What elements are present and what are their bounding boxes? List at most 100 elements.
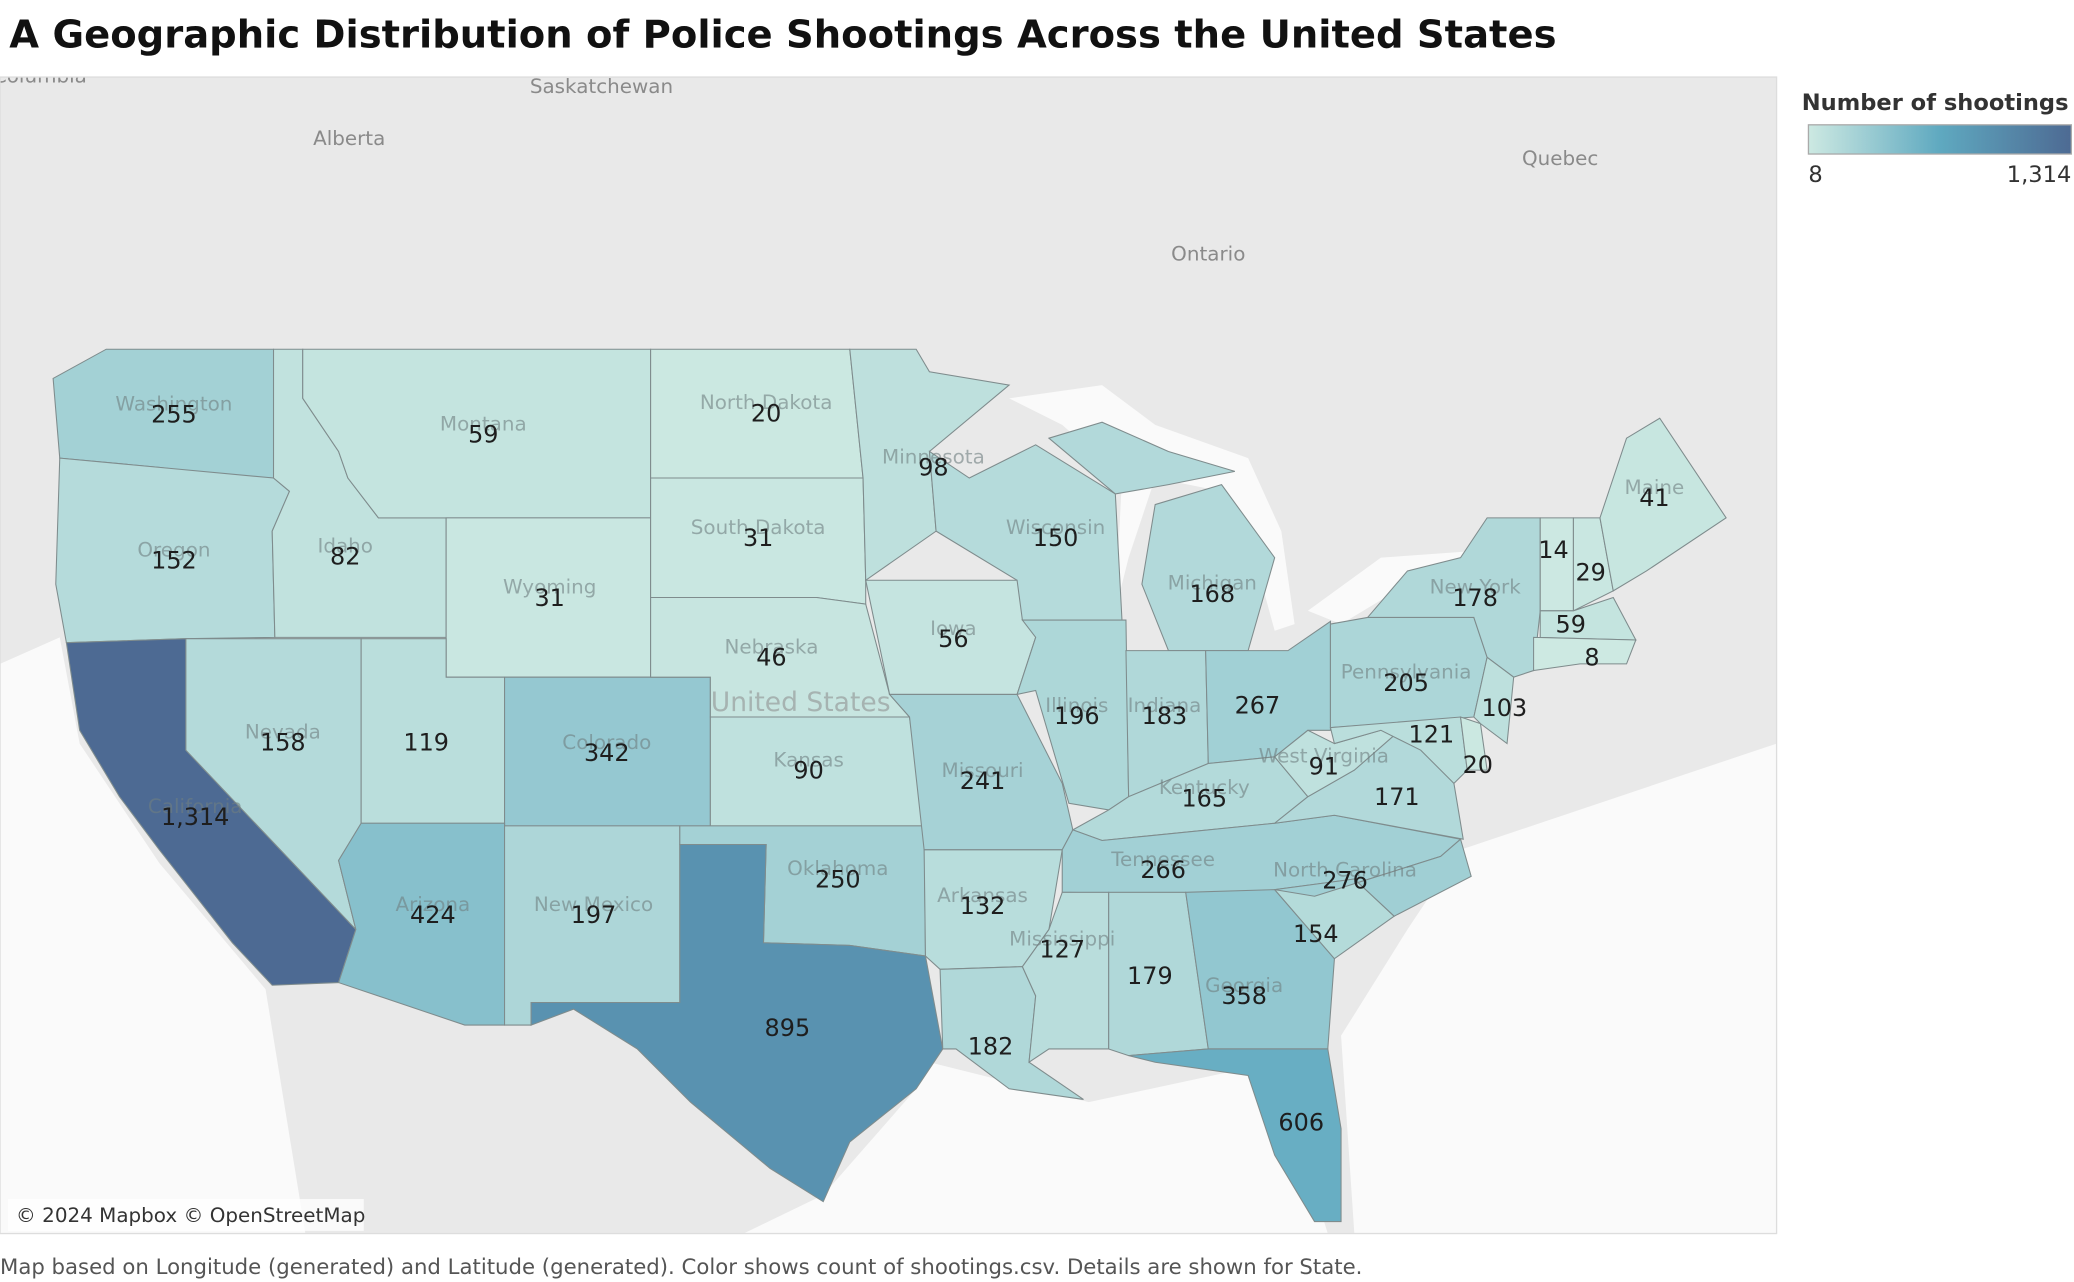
state-value: 56 [938,625,968,653]
state-value: 606 [1278,1108,1324,1136]
state [1128,1048,1342,1223]
caption: Map based on Longitude (generated) and L… [0,1255,1362,1280]
state-value: 31 [743,524,773,552]
state-name: West Virginia [1259,744,1389,767]
state-name: Arkansas [937,884,1028,907]
state-name: Nevada [245,720,321,743]
state-value: 179 [1127,962,1173,990]
state-name: Colorado [562,731,651,754]
place-label: United States [711,687,891,718]
place-label: Alberta [313,127,385,150]
state-value: 8 [1584,644,1599,672]
state [1539,596,1637,641]
state-value: 152 [151,547,197,575]
state-value: 90 [793,756,823,784]
place-label: Saskatchewan [530,75,673,98]
state-name: New Mexico [534,893,653,916]
state-value: 121 [1409,721,1455,749]
state-value: 250 [815,865,861,893]
state-name: Georgia [1205,974,1283,997]
place-label: Ontario [1171,242,1245,265]
state-value: 103 [1482,694,1528,722]
state-name: North Carolina [1273,859,1417,882]
state-name: Wyoming [503,576,596,599]
state-value: 132 [960,892,1006,920]
state-name: Kansas [773,748,843,771]
state-name: Idaho [317,535,373,558]
state-value: 267 [1235,691,1281,719]
state-value: 20 [1463,751,1493,779]
place-label: Columbia [0,65,87,88]
state [1473,656,1515,745]
state-name: Montana [440,412,527,435]
legend-max: 1,314 [2007,162,2072,188]
state-value: 14 [1538,536,1568,564]
state-value: 178 [1452,584,1498,612]
legend-gradient [1807,124,2073,155]
state-value: 20 [751,399,781,427]
state-value: 82 [330,543,360,571]
state-name: Mississippi [1009,928,1115,951]
state-value: 358 [1221,982,1267,1010]
state [1329,716,1468,785]
state [1185,889,1335,1050]
state-name: Wisconsin [1006,516,1105,539]
state-name: Illinois [1045,694,1108,717]
state-value: 46 [756,644,786,672]
state-name: Maine [1625,476,1685,499]
state-name: Arizona [395,893,470,916]
ocean [0,637,306,1234]
state-value: 150 [1033,524,1079,552]
state-value: 196 [1054,702,1100,730]
state-value: 31 [534,584,564,612]
legend-title: Number of shootings [1802,90,2069,116]
state-name: Missouri [942,759,1024,782]
state-name: California [148,795,243,818]
state [1599,417,1727,592]
state-name: North Dakota [700,391,833,414]
state [1539,517,1574,612]
state-value: 205 [1383,669,1429,697]
state-name: Nebraska [724,635,818,658]
state-name: South Dakota [691,516,826,539]
state-name: Iowa [930,617,977,640]
state-value: 165 [1181,784,1227,812]
state-value: 119 [403,729,449,757]
state-value: 41 [1639,484,1669,512]
state-value: 424 [410,901,456,929]
state-value: 342 [584,739,630,767]
state-name: Minnesota [882,446,985,469]
state-value: 154 [1293,920,1339,948]
state [1021,891,1110,1064]
place-label: Quebec [1522,147,1598,170]
state-value: 266 [1140,856,1186,884]
state-name: Pennsylvania [1341,661,1472,684]
state-value: 182 [968,1033,1014,1061]
state-value: 255 [151,401,197,429]
state-value: 91 [1309,752,1339,780]
state-name: Oklahoma [787,857,888,880]
state [1459,716,1488,771]
title: A Geographic Distribution of Police Shoo… [9,13,1556,58]
attribution[interactable]: © 2024 Mapbox © OpenStreetMap [16,1204,365,1227]
state-value: 127 [1039,936,1085,964]
state-value: 168 [1189,580,1235,608]
state-name: Indiana [1128,694,1202,717]
state-value: 276 [1322,867,1368,895]
state-value: 29 [1575,559,1605,587]
state-value: 1,314 [161,803,229,831]
state-name: Kentucky [1159,776,1250,799]
map-frame [0,76,1778,1235]
state [1533,636,1637,672]
state-name: New York [1430,576,1522,599]
state-name: Washington [115,392,232,415]
ocean [743,743,1777,1234]
state-name: Michigan [1168,572,1257,595]
legend-min: 8 [1808,162,1822,188]
state-value: 183 [1142,702,1188,730]
state [1047,421,1235,495]
state-value: 59 [1556,610,1586,638]
